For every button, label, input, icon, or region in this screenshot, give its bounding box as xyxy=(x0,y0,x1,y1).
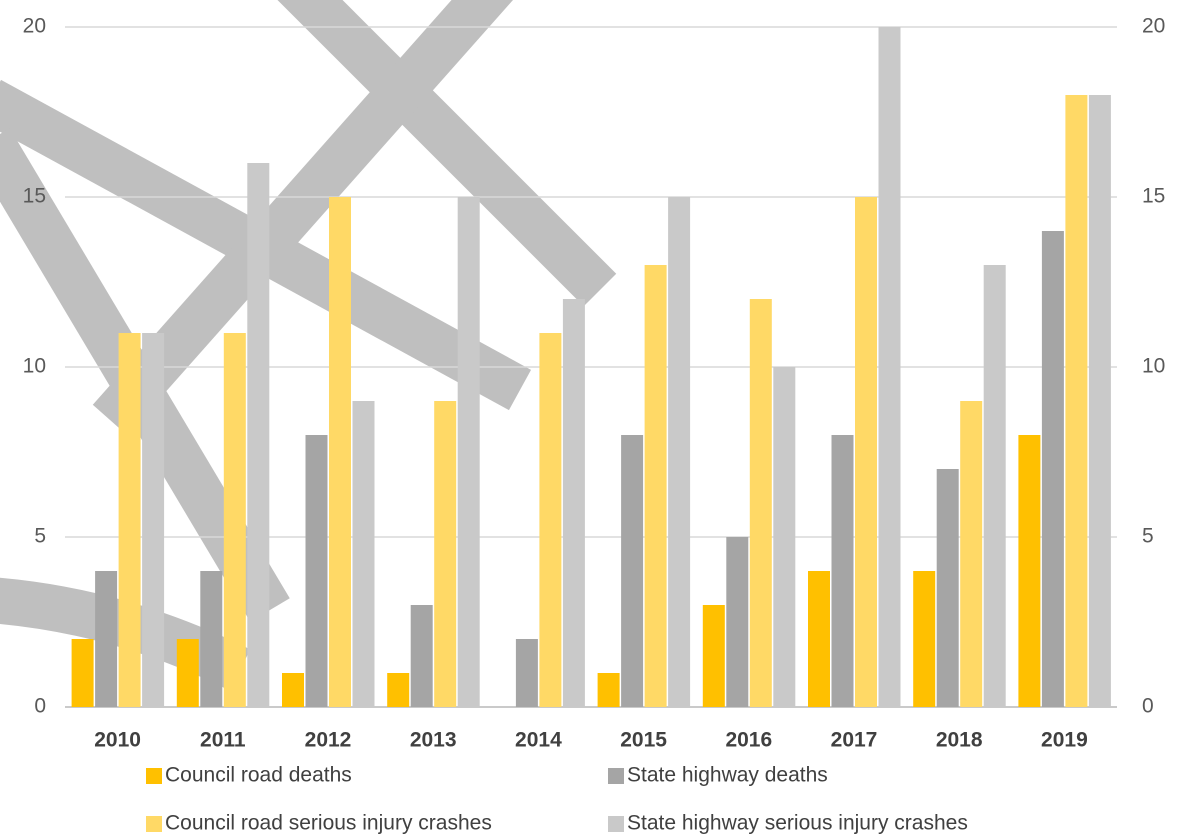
bar xyxy=(773,367,795,707)
legend-swatch xyxy=(146,768,162,784)
bar xyxy=(142,333,164,707)
background-decoration xyxy=(0,0,600,670)
bar xyxy=(119,333,141,707)
legend-swatch xyxy=(146,816,162,832)
bar xyxy=(668,197,690,707)
x-tick-label: 2019 xyxy=(1041,729,1088,752)
y2-tick-label: 10 xyxy=(1142,355,1165,378)
bar xyxy=(913,571,935,707)
bar xyxy=(563,299,585,707)
x-tick-label: 2015 xyxy=(620,729,667,752)
bar xyxy=(598,673,620,707)
bar xyxy=(353,401,375,707)
bar xyxy=(879,27,901,707)
y-tick-label: 5 xyxy=(34,525,46,548)
bar xyxy=(726,537,748,707)
bar xyxy=(95,571,117,707)
bar xyxy=(539,333,561,707)
bar xyxy=(960,401,982,707)
chart: 0 5 10 15 20 0 5 10 15 20 2010 2011 2012 2013 2014 2015… xyxy=(0,0,1195,838)
bar xyxy=(1089,95,1111,707)
bar xyxy=(458,197,480,707)
x-tick-label: 2012 xyxy=(305,729,352,752)
legend-label: State highway deaths xyxy=(627,764,828,787)
legend-label: Council road serious injury crashes xyxy=(165,812,492,835)
y2-tick-label: 0 xyxy=(1142,695,1154,718)
bar xyxy=(832,435,854,707)
bar xyxy=(1042,231,1064,707)
legend-swatch xyxy=(608,816,624,832)
y-tick-label: 20 xyxy=(23,15,46,38)
bar xyxy=(224,333,246,707)
y-tick-label: 15 xyxy=(23,185,46,208)
bar xyxy=(200,571,222,707)
bar xyxy=(750,299,772,707)
bar xyxy=(72,639,94,707)
bar xyxy=(516,639,538,707)
bar xyxy=(411,605,433,707)
bar xyxy=(247,163,269,707)
bar xyxy=(434,401,456,707)
legend-swatch xyxy=(608,768,624,784)
x-tick-label: 2014 xyxy=(515,729,562,752)
bar xyxy=(855,197,877,707)
bar xyxy=(306,435,328,707)
y2-tick-label: 15 xyxy=(1142,185,1165,208)
bar xyxy=(282,673,304,707)
y-tick-label: 0 xyxy=(34,695,46,718)
x-tick-label: 2013 xyxy=(410,729,457,752)
bar xyxy=(703,605,725,707)
legend-label: Council road deaths xyxy=(165,764,352,787)
bar xyxy=(984,265,1006,707)
bar xyxy=(1018,435,1040,707)
x-tick-label: 2010 xyxy=(94,729,141,752)
x-tick-label: 2018 xyxy=(936,729,983,752)
y2-tick-label: 5 xyxy=(1142,525,1154,548)
bar xyxy=(1065,95,1087,707)
bar xyxy=(808,571,830,707)
bar xyxy=(329,197,351,707)
bar xyxy=(621,435,643,707)
legend-label: State highway serious injury crashes xyxy=(627,812,968,835)
bar xyxy=(177,639,199,707)
bar xyxy=(937,469,959,707)
y-tick-label: 10 xyxy=(23,355,46,378)
x-tick-label: 2017 xyxy=(831,729,878,752)
x-tick-label: 2016 xyxy=(725,729,772,752)
y2-tick-label: 20 xyxy=(1142,15,1165,38)
bar xyxy=(387,673,409,707)
x-tick-label: 2011 xyxy=(200,729,246,752)
bar xyxy=(645,265,667,707)
